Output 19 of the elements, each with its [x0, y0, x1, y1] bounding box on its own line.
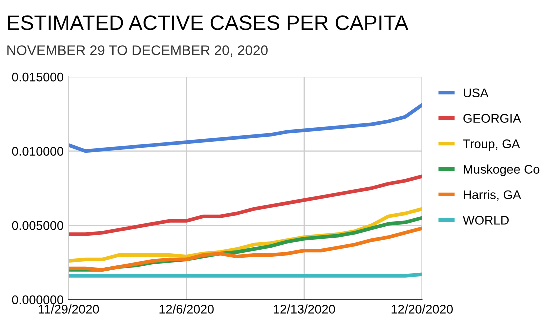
legend-label: Harris, GA [464, 190, 522, 201]
chart-subtitle: NOVEMBER 29 TO DECEMBER 20, 2020 [8, 46, 268, 58]
y-tick-label: 0.005000 [12, 221, 64, 230]
legend-label: Muskogee Co [464, 164, 540, 176]
line-series [68, 226, 422, 272]
x-tick-label: 12/13/2020 [274, 304, 336, 314]
y-tick-label: 0.010000 [12, 147, 64, 156]
chart-title: ESTIMATED ACTIVE CASES PER CAPITA [8, 16, 409, 30]
line-series [68, 103, 422, 154]
x-tick-label: 12/6/2020 [160, 304, 214, 314]
legend-label: GEORGIA [464, 114, 522, 124]
legend-label: Troup, GA [463, 140, 520, 151]
y-tick-label: 0.000000 [12, 296, 64, 304]
legend-label: USA [464, 88, 489, 98]
y-tick-label: 0.015000 [12, 72, 64, 82]
x-tick-label: 12/20/2020 [392, 304, 454, 314]
legend-label: WORLD [463, 216, 509, 225]
x-tick-label: 11/29/2020 [38, 304, 100, 314]
line-series [68, 174, 422, 236]
